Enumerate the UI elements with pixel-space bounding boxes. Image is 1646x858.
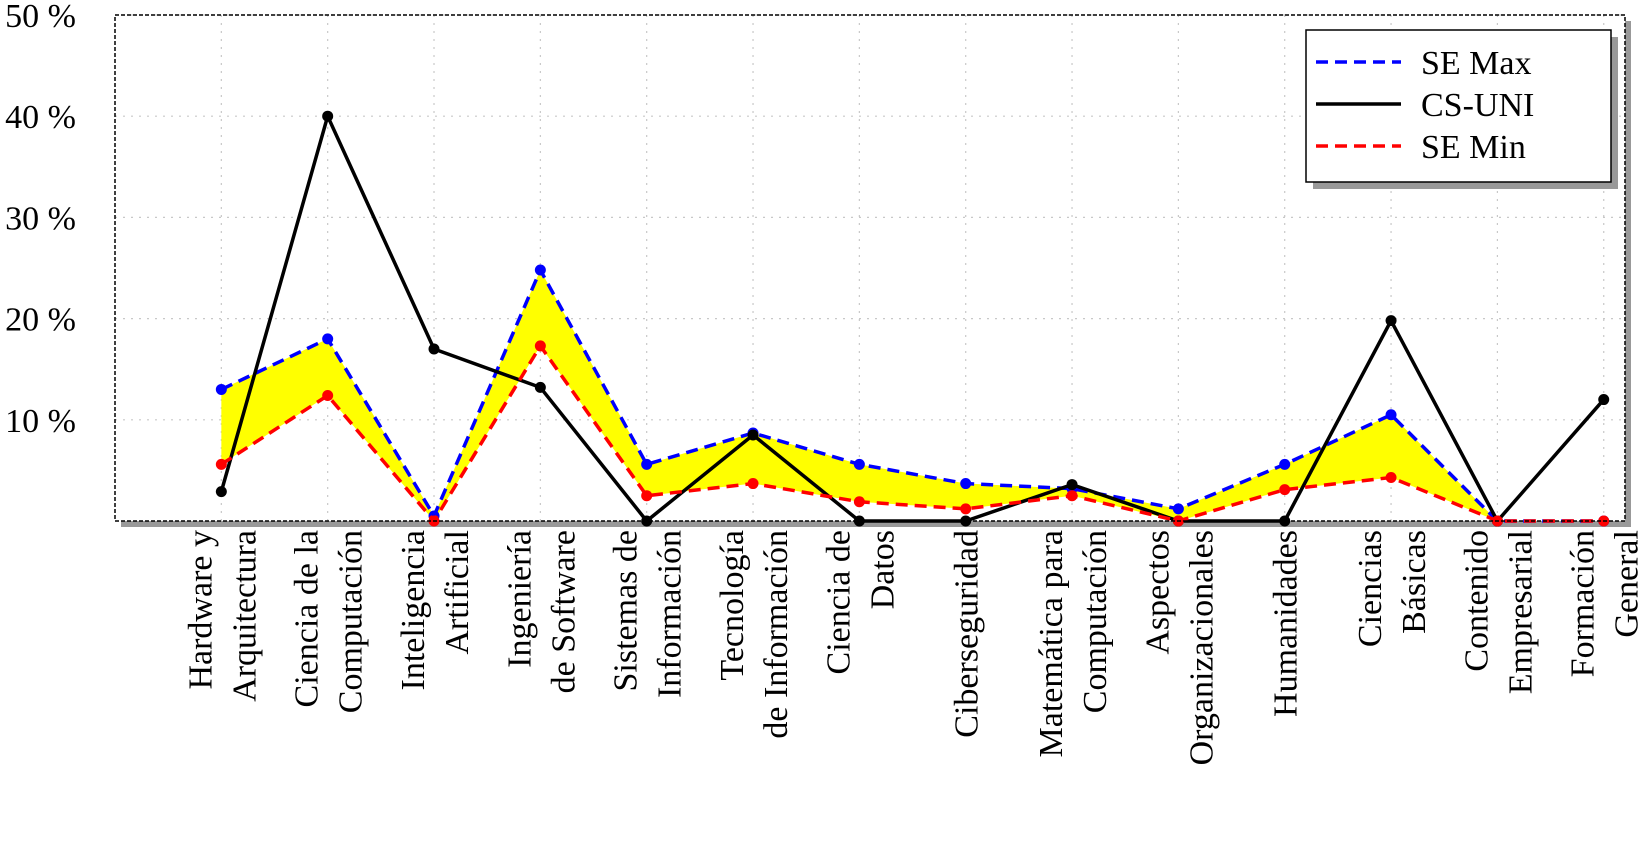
point [215, 383, 227, 395]
x-tick-label: Información [652, 530, 689, 698]
x-tick-label: Matemática para [1033, 530, 1070, 757]
y-tick-label: 10 % [5, 403, 76, 440]
point [428, 343, 440, 355]
point [322, 390, 334, 402]
x-tick-label: Ciberseguridad [949, 530, 986, 738]
point [1172, 503, 1184, 515]
point [1279, 458, 1291, 470]
series-line [220, 266, 1604, 523]
x-tick-label: Formación [1565, 530, 1602, 677]
point [1385, 471, 1397, 483]
plot-layer [115, 14, 1625, 527]
point [747, 429, 759, 441]
point [853, 496, 865, 508]
legend-label: SE Min [1421, 129, 1526, 166]
x-tick-label: Ciencia de la [289, 530, 326, 707]
point [853, 458, 865, 470]
point [534, 381, 546, 393]
point [1066, 479, 1078, 491]
point [322, 110, 334, 122]
point [1279, 484, 1291, 496]
x-tick-label: Inteligencia [395, 530, 432, 690]
point [1066, 490, 1078, 502]
y-tick-label: 40 % [5, 99, 76, 136]
point [322, 333, 334, 345]
x-tick-label: Computación [333, 530, 370, 713]
legend-label: CS-UNI [1421, 87, 1534, 124]
point [1385, 315, 1397, 327]
point [534, 264, 546, 276]
y-tick-label: 50 % [5, 0, 76, 35]
point [747, 478, 759, 490]
point [1385, 409, 1397, 421]
point [960, 478, 972, 490]
x-tick-label: Básicas [1396, 530, 1433, 634]
x-tick-label: Humanidades [1268, 530, 1305, 717]
point [960, 503, 972, 515]
series-line [220, 342, 1604, 524]
x-tick-label: Sistemas de [608, 530, 645, 691]
x-tick-label: Arquitectura [226, 530, 263, 702]
x-tick-label: Hardware y [182, 530, 219, 690]
x-tick-label: Artificial [439, 530, 476, 655]
x-tick-label: de Software [545, 530, 582, 693]
series-line [219, 111, 1606, 525]
point [641, 490, 653, 502]
x-tick-label: de Información [758, 530, 795, 739]
x-tick-label: Ingeniería [501, 530, 538, 668]
x-tick-label: Organizacionales [1183, 530, 1220, 765]
x-tick-label: General [1609, 530, 1646, 638]
legend-label: SE Max [1421, 45, 1532, 82]
y-tick-label: 30 % [5, 200, 76, 237]
point [1598, 394, 1610, 406]
legend [1305, 29, 1612, 183]
x-tick-label: Datos [864, 530, 901, 609]
x-tick-label: Ciencias [1352, 530, 1389, 647]
point [641, 458, 653, 470]
x-tick-label: Tecnología [714, 530, 751, 681]
point [215, 486, 227, 498]
x-tick-label: Aspectos [1139, 530, 1176, 655]
point [215, 458, 227, 470]
point [534, 340, 546, 352]
x-tick-label: Empresarial [1502, 530, 1539, 694]
x-tick-label: Ciencia de [820, 530, 857, 674]
point [960, 515, 972, 527]
x-tick-label: Computación [1077, 530, 1114, 713]
x-tick-label: Contenido [1458, 530, 1495, 672]
y-tick-label: 20 % [5, 302, 76, 339]
band-fill [221, 270, 1604, 521]
point [1279, 515, 1291, 527]
